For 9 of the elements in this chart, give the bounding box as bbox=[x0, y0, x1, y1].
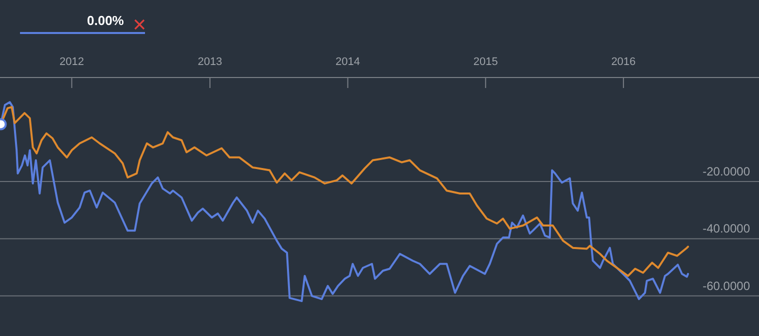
x-tick-label: 2013 bbox=[198, 56, 222, 68]
annotation: 0.00% bbox=[87, 13, 124, 28]
y-tick-label: -20.0000 bbox=[702, 164, 750, 178]
x-tick-label: 2015 bbox=[473, 56, 498, 68]
y-tick-label: -60.0000 bbox=[702, 278, 750, 293]
y-tick-label: -40.0000 bbox=[702, 222, 750, 236]
x-tick-label: 2014 bbox=[336, 56, 360, 68]
x-tick-label: 2016 bbox=[611, 56, 636, 68]
x-tick-label: 2012 bbox=[60, 56, 84, 68]
